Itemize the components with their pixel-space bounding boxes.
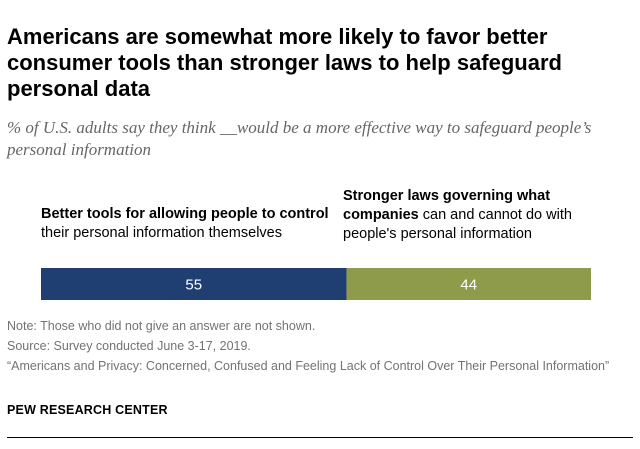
chart-notes: Note: Those who did not give an answer a…: [7, 318, 632, 378]
chart-title: Americans are somewhat more likely to fa…: [7, 24, 562, 101]
brand-logo-text: PEW RESEARCH CENTER: [7, 403, 168, 417]
chart-subtitle: % of U.S. adults say they think __would …: [7, 118, 592, 159]
category-label-bold: Stronger laws governing what companies: [343, 188, 551, 223]
note-text: Note: Those who did not give an answer a…: [7, 319, 316, 333]
bar-segment-1: [346, 268, 591, 300]
category-label-rest: their personal information themselves: [41, 225, 282, 241]
data-label-1: 44: [460, 277, 477, 294]
category-label-better-tools: Better tools for allowing people to cont…: [41, 205, 331, 243]
footer-rule: [7, 437, 633, 438]
report-citation: “Americans and Privacy: Concerned, Confu…: [7, 359, 610, 373]
category-label-stronger-laws: Stronger laws governing what companies c…: [343, 187, 583, 244]
data-label-0: 55: [185, 277, 202, 294]
category-label-rest: can and cannot do with people's personal…: [343, 207, 572, 242]
bar-segment-0: [41, 268, 347, 300]
source-text: Source: Survey conducted June 3-17, 2019…: [7, 339, 251, 353]
category-label-bold: Better tools for allowing people to cont…: [41, 206, 329, 222]
